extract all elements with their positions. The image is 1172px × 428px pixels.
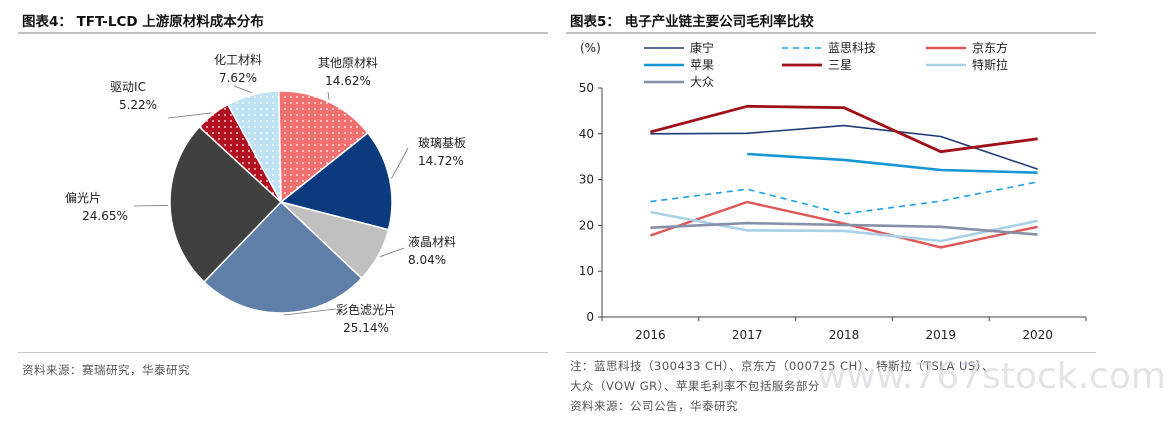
pie-leader-line bbox=[233, 85, 253, 94]
chart-footnote-line1: 注：蓝思科技（300433 CH）、京东方（000725 CH）、特斯拉（TSL… bbox=[570, 359, 994, 373]
line-source-note: 资料来源：公司公告，华泰研究 bbox=[570, 399, 738, 413]
x-tick-label: 2018 bbox=[829, 328, 860, 342]
pie-chart-panel: 图表4： TFT-LCD 上游原材料成本分布 其他原材料 14.62% 玻璃基板 14… bbox=[0, 0, 552, 428]
y-tick-label: 0 bbox=[586, 310, 594, 324]
pie-chart: 其他原材料 14.62% 玻璃基板 14.72% 液晶材料 8.04% 彩色滤光片 25.14… bbox=[65, 53, 466, 335]
x-tick-label: 2016 bbox=[635, 328, 666, 342]
pie-slice-name-label: 偏光片 bbox=[65, 190, 101, 205]
y-tick-label: 50 bbox=[579, 81, 594, 95]
legend-label: 康宁 bbox=[690, 40, 714, 55]
pie-leader-line bbox=[167, 112, 212, 119]
legend-label: 蓝思科技 bbox=[828, 41, 876, 55]
x-tick-label: 2017 bbox=[732, 328, 763, 342]
pie-slice-name-label: 其他原材料 bbox=[318, 56, 378, 70]
legend-label: 京东方 bbox=[972, 40, 1008, 55]
title-divider bbox=[18, 32, 548, 34]
legend-label: 三星 bbox=[828, 58, 852, 72]
y-tick-label: 30 bbox=[579, 173, 594, 187]
pie-slice bbox=[169, 125, 283, 284]
series-line bbox=[650, 181, 1038, 215]
series-line bbox=[650, 104, 1038, 154]
pie-slice-value-label: 14.72% bbox=[418, 154, 464, 168]
legend-label: 苹果 bbox=[690, 58, 714, 72]
pie-slice-name-label: 液晶材料 bbox=[408, 234, 456, 249]
line-chart-panel: 图表5： 电子产业链主要公司毛利率比较 (%) 康宁 蓝思科技 京东方苹果 三星 特斯拉… bbox=[560, 0, 1172, 428]
pie-leader-line bbox=[327, 91, 330, 100]
title-divider bbox=[566, 32, 1096, 34]
pie-slice-value-label: 7.62% bbox=[219, 71, 257, 85]
source-divider bbox=[18, 352, 548, 353]
line-chart-title: 图表5： 电子产业链主要公司毛利率比较 bbox=[570, 14, 814, 30]
pie-slice bbox=[202, 200, 363, 314]
pie-slice-name-label: 驱动IC bbox=[110, 80, 146, 94]
series-line bbox=[650, 221, 1038, 236]
pie-slice bbox=[279, 131, 393, 231]
legend-label: 特斯拉 bbox=[972, 57, 1008, 72]
y-tick-label: 10 bbox=[579, 264, 594, 278]
pie-slice-value-label: 24.65% bbox=[82, 209, 128, 223]
pie-slice-name-label: 化工材料 bbox=[214, 53, 262, 67]
legend-label: 大众 bbox=[690, 75, 714, 89]
pie-leader-line bbox=[283, 308, 337, 316]
pie-leader-line bbox=[379, 247, 405, 258]
chart-footnote-line2: 大众（VOW GR）、苹果毛利率不包括服务部分 bbox=[570, 379, 820, 393]
pie-slice-name-label: 玻璃基板 bbox=[418, 136, 466, 150]
pie-slice bbox=[278, 90, 369, 204]
pie-chart-title: 图表4： TFT-LCD 上游原材料成本分布 bbox=[22, 14, 264, 30]
pie-slice-name-label: 彩色滤光片 bbox=[336, 303, 396, 317]
y-axis-unit-label: (%) bbox=[580, 41, 601, 55]
note-divider bbox=[566, 352, 1096, 353]
y-tick-label: 20 bbox=[579, 218, 594, 232]
pie-slice-value-label: 8.04% bbox=[408, 253, 446, 267]
pie-slice bbox=[226, 90, 282, 203]
pie-slice-value-label: 14.62% bbox=[325, 74, 371, 88]
y-tick-label: 40 bbox=[579, 127, 594, 141]
pie-source-note: 资料来源：赛瑞研究，华泰研究 bbox=[22, 363, 190, 377]
pie-leader-line bbox=[391, 147, 409, 179]
pie-slice-value-label: 5.22% bbox=[119, 98, 157, 112]
series-line bbox=[747, 152, 1038, 174]
x-tick-label: 2020 bbox=[1022, 328, 1053, 342]
pie-slice-value-label: 25.14% bbox=[343, 321, 389, 335]
x-tick-label: 2019 bbox=[926, 328, 957, 342]
pie-leader-line bbox=[133, 205, 169, 207]
